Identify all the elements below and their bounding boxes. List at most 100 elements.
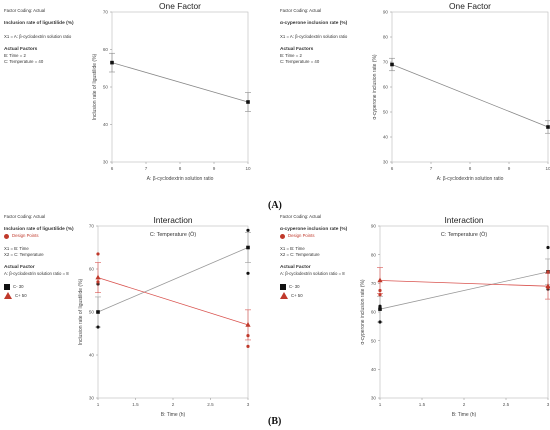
response-name: α-cyperone inclusion rate (%) [280, 21, 348, 26]
black-square-icon [4, 284, 10, 290]
chart-1: One Factor 6 7 8 9 10 30 40 50 60 70 80 90 A: β-cyclo… [372, 1, 550, 182]
actual-factor-temp: C: Temperature = 40 [4, 59, 44, 64]
x-tick-label: 2 [463, 402, 466, 407]
design-point [246, 228, 250, 232]
design-point-dot-icon [4, 233, 9, 239]
panel-label-a: (A) [268, 200, 282, 211]
y-tick-label: 70 [371, 281, 377, 286]
y-tick-label: 90 [383, 10, 389, 15]
design-points-legend: Design Points [4, 233, 98, 239]
legend-c-high: C+ 50 [280, 292, 374, 299]
actual-factor-ratio: A: β-cyclodextrin solution ratio = 8 [280, 271, 345, 276]
y-tick-label: 60 [371, 310, 377, 315]
mean-marker [546, 125, 550, 129]
response-name: Inclusion rate of ligustilide (%) [4, 227, 74, 232]
actual-factor-title: Actual Factor [280, 265, 311, 270]
x2-def: X2 = C: Temperature [280, 252, 320, 257]
design-point [96, 252, 100, 256]
mean-marker [96, 310, 100, 314]
x-tick-label: 7 [145, 166, 148, 171]
design-point [546, 245, 550, 250]
y-tick-label: 30 [371, 396, 377, 401]
actual-factor-time: B: Time = 2 [280, 53, 302, 58]
x-tick-label: 9 [213, 166, 216, 171]
y-axis-label: Inclusion rate of ligustilide (%) [92, 53, 98, 120]
x-tick-label: 2.5 [207, 402, 214, 407]
mean-marker [378, 307, 382, 311]
series-line [391, 64, 549, 128]
chart-2: Interaction C: Temperature (Ö) 1 1.5 2 2.5 3 30… [78, 215, 251, 418]
y-tick-label: 90 [371, 224, 377, 229]
x2-def: X2 = C: Temperature [4, 252, 44, 257]
design-points-label: Design Points [288, 233, 315, 238]
y-tick-label: 80 [383, 35, 389, 40]
factor-coding: Factor Coding: Actual [4, 8, 46, 13]
plot-frame [379, 225, 549, 399]
chart-title: Interaction [444, 215, 483, 225]
mean-marker [245, 321, 251, 327]
chart-subtitle: C: Temperature (Ö) [150, 231, 197, 238]
y-tick-label: 30 [383, 160, 389, 165]
plot-frame [391, 11, 549, 163]
design-point [378, 304, 382, 308]
legend-c-low: C- 30 [4, 284, 98, 290]
black-square-icon [280, 284, 286, 290]
actual-factor-temp: C: Temperature = 40 [280, 59, 320, 64]
series-line [111, 62, 249, 103]
side-a1: Factor Coding: Actual Inclusion rate of … [4, 8, 112, 65]
design-point [546, 286, 550, 290]
y-tick-label: 30 [103, 160, 109, 165]
y-tick-label: 80 [371, 252, 377, 257]
factor-coding: Factor Coding: Actual [4, 214, 46, 219]
series-line [97, 247, 249, 313]
y-tick-label: 50 [383, 110, 389, 115]
response-name: α-cyperone inclusion rate (%) [280, 227, 348, 232]
x-tick-label: 6 [391, 166, 394, 171]
chart-0: One Factor 6 7 8 9 10 30 40 50 60 70 A: β-cyclodext… [92, 1, 251, 182]
y-tick-label: 70 [89, 224, 95, 229]
actual-factors-title: Actual Factors [4, 47, 38, 52]
design-point [246, 344, 250, 348]
red-triangle-icon [280, 292, 288, 299]
actual-factor-title: Actual Factor [4, 265, 35, 270]
x-tick-label: 1.5 [132, 402, 139, 407]
mean-marker [377, 277, 383, 283]
y-tick-label: 40 [383, 135, 389, 140]
mean-marker [246, 100, 250, 104]
design-point [96, 280, 100, 284]
design-point [378, 288, 382, 293]
y-tick-label: 70 [103, 10, 109, 15]
y-tick-label: 50 [89, 310, 95, 315]
chart-subtitle: C: Temperature (Ö) [441, 231, 488, 238]
y-tick-label: 40 [371, 367, 377, 372]
x1-def: X1 = B: Time [280, 246, 305, 251]
side-b2: Factor Coding: Actual α-cyperone inclusi… [280, 214, 374, 299]
y-tick-label: 70 [383, 60, 389, 65]
design-point [546, 270, 550, 274]
design-points-label: Design Points [12, 233, 39, 238]
series-line [97, 277, 249, 326]
mean-marker [246, 245, 250, 250]
mean-marker [390, 62, 394, 67]
response-name: Inclusion rate of ligustilide (%) [4, 21, 74, 26]
design-points-legend: Design Points [280, 233, 374, 239]
actual-factor-ratio: A: β-cyclodextrin solution ratio = 8 [4, 271, 69, 276]
x-axis-label: B: Time (h) [452, 412, 477, 418]
y-tick-label: 60 [89, 267, 95, 272]
x-tick-label: 8 [179, 166, 182, 171]
y-tick-label: 50 [371, 338, 377, 343]
x-tick-label: 2 [172, 402, 175, 407]
chart-3: Interaction C: Temperature (Ö) 1 1.5 2 2.5 3 30… [360, 215, 550, 418]
x-tick-label: 3 [547, 402, 550, 407]
x-tick-label: 3 [247, 402, 250, 407]
red-triangle-icon [4, 292, 12, 299]
design-point [246, 334, 250, 338]
design-point [246, 271, 250, 275]
x-tick-label: 10 [245, 166, 251, 171]
y-tick-label: 60 [103, 47, 109, 52]
legend-c-low: C- 30 [280, 284, 374, 290]
x1-def: X1 = A: β-cyclodextrin solution ratio [280, 34, 348, 39]
x-axis-label: B: Time (h) [161, 412, 186, 418]
x-tick-label: 1 [97, 402, 100, 407]
